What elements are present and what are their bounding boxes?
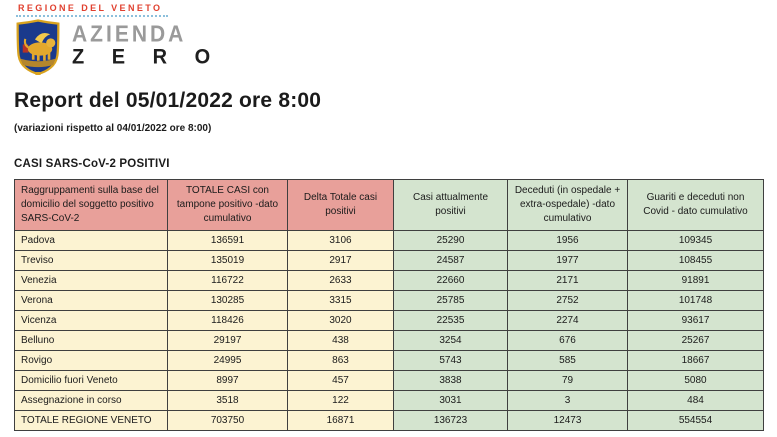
value-cell: 108455 xyxy=(627,250,764,271)
value-cell: 109345 xyxy=(627,230,764,251)
brand-row: AZIENDA Z E R O xyxy=(14,19,777,75)
header-row: Raggruppamenti sulla base del domicilio … xyxy=(14,179,764,231)
value-cell: 29197 xyxy=(167,330,288,351)
value-cell: 2752 xyxy=(507,290,628,311)
value-cell: 122 xyxy=(287,390,394,411)
value-cell: 2171 xyxy=(507,270,628,291)
value-cell: 2633 xyxy=(287,270,394,291)
value-cell: 438 xyxy=(287,330,394,351)
value-cell: 135019 xyxy=(167,250,288,271)
table-row: Belluno 29197 438 3254 676 25267 xyxy=(14,330,764,351)
col-header-deceduti: Deceduti (in ospedale + extra-ospedale) … xyxy=(507,179,628,231)
report-title: Report del 05/01/2022 ore 8:00 xyxy=(14,89,322,112)
value-cell: 22660 xyxy=(393,270,508,291)
dotted-divider xyxy=(16,15,168,17)
row-label-cell: Rovigo xyxy=(14,350,168,371)
region-label: REGIONE DEL VENETO xyxy=(18,3,163,13)
total-value-cell: 16871 xyxy=(287,410,394,431)
row-label-cell: Belluno xyxy=(14,330,168,351)
col-header-attualmente-positivi: Casi attualmente positivi xyxy=(393,179,508,231)
table-body: Padova 136591 3106 25290 1956 109345 Treviso 13… xyxy=(14,230,764,411)
value-cell: 8997 xyxy=(167,370,288,391)
value-cell: 3518 xyxy=(167,390,288,411)
table-row: Vicenza 118426 3020 22535 2274 93617 xyxy=(14,310,764,331)
table-row: Domicilio fuori Veneto 8997 457 3838 79 5080 xyxy=(14,370,764,391)
row-label-cell: Vicenza xyxy=(14,310,168,331)
total-value-cell: 12473 xyxy=(507,410,628,431)
table-footer: TOTALE REGIONE VENETO 703750 16871 13672… xyxy=(14,410,764,431)
table-row: Padova 136591 3106 25290 1956 109345 xyxy=(14,230,764,251)
total-value-cell: 703750 xyxy=(167,410,288,431)
row-label-cell: Venezia xyxy=(14,270,168,291)
table-header: Raggruppamenti sulla base del domicilio … xyxy=(14,179,764,231)
value-cell: 3106 xyxy=(287,230,394,251)
value-cell: 863 xyxy=(287,350,394,371)
value-cell: 22535 xyxy=(393,310,508,331)
row-label-cell: Padova xyxy=(14,230,168,251)
col-header-delta-totale: Delta Totale casi positivi xyxy=(287,179,394,231)
value-cell: 3838 xyxy=(393,370,508,391)
total-value-cell: 136723 xyxy=(393,410,508,431)
value-cell: 3 xyxy=(507,390,628,411)
value-cell: 25267 xyxy=(627,330,764,351)
total-label-cell: TOTALE REGIONE VENETO xyxy=(14,410,168,431)
value-cell: 5080 xyxy=(627,370,764,391)
value-cell: 91891 xyxy=(627,270,764,291)
value-cell: 3031 xyxy=(393,390,508,411)
value-cell: 93617 xyxy=(627,310,764,331)
total-row: TOTALE REGIONE VENETO 703750 16871 13672… xyxy=(14,410,764,431)
value-cell: 3315 xyxy=(287,290,394,311)
value-cell: 25785 xyxy=(393,290,508,311)
value-cell: 1956 xyxy=(507,230,628,251)
brand-text: AZIENDA Z E R O xyxy=(72,21,222,69)
value-cell: 3020 xyxy=(287,310,394,331)
section-title: CASI SARS-CoV-2 POSITIVI xyxy=(14,158,170,170)
covid-cases-table: Raggruppamenti sulla base del domicilio … xyxy=(14,179,764,431)
table-row: Assegnazione in corso 3518 122 3031 3 484 xyxy=(14,390,764,411)
value-cell: 1977 xyxy=(507,250,628,271)
total-value-cell: 554554 xyxy=(627,410,764,431)
brand-zero-label: Z E R O xyxy=(72,45,222,69)
table-row: Venezia 116722 2633 22660 2171 91891 xyxy=(14,270,764,291)
col-header-raggruppamenti: Raggruppamenti sulla base del domicilio … xyxy=(14,179,168,231)
brand-azienda-label: AZIENDA xyxy=(72,21,187,47)
value-cell: 24995 xyxy=(167,350,288,371)
azienda-zero-logo: REGIONE DEL VENETO AZIENDA Z E R O xyxy=(14,3,777,75)
value-cell: 18667 xyxy=(627,350,764,371)
row-label-cell: Assegnazione in corso xyxy=(14,390,168,411)
table-row: Verona 130285 3315 25785 2752 101748 xyxy=(14,290,764,311)
veneto-lion-crest-icon xyxy=(16,19,60,75)
value-cell: 24587 xyxy=(393,250,508,271)
row-label-cell: Domicilio fuori Veneto xyxy=(14,370,168,391)
col-header-guariti: Guariti e deceduti non Covid - dato cumu… xyxy=(627,179,764,231)
table-row: Rovigo 24995 863 5743 585 18667 xyxy=(14,350,764,371)
value-cell: 101748 xyxy=(627,290,764,311)
value-cell: 116722 xyxy=(167,270,288,291)
value-cell: 484 xyxy=(627,390,764,411)
report-subtitle: (variazioni rispetto al 04/01/2022 ore 8… xyxy=(14,123,212,134)
col-header-totale-casi: TOTALE CASI con tampone positivo -dato c… xyxy=(167,179,288,231)
value-cell: 118426 xyxy=(167,310,288,331)
row-label-cell: Verona xyxy=(14,290,168,311)
value-cell: 3254 xyxy=(393,330,508,351)
table-row: Treviso 135019 2917 24587 1977 108455 xyxy=(14,250,764,271)
value-cell: 79 xyxy=(507,370,628,391)
value-cell: 130285 xyxy=(167,290,288,311)
row-label-cell: Treviso xyxy=(14,250,168,271)
value-cell: 676 xyxy=(507,330,628,351)
value-cell: 2274 xyxy=(507,310,628,331)
value-cell: 2917 xyxy=(287,250,394,271)
value-cell: 136591 xyxy=(167,230,288,251)
value-cell: 25290 xyxy=(393,230,508,251)
value-cell: 585 xyxy=(507,350,628,371)
value-cell: 457 xyxy=(287,370,394,391)
value-cell: 5743 xyxy=(393,350,508,371)
